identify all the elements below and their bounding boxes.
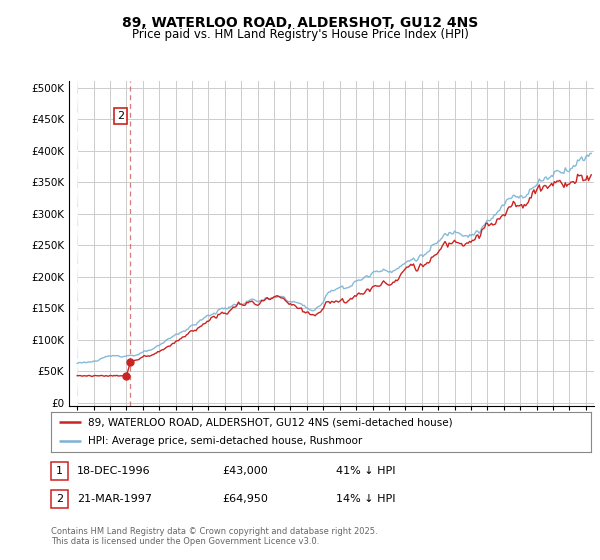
Text: 41% ↓ HPI: 41% ↓ HPI [336,466,395,476]
Text: Price paid vs. HM Land Registry's House Price Index (HPI): Price paid vs. HM Land Registry's House … [131,28,469,41]
Text: HPI: Average price, semi-detached house, Rushmoor: HPI: Average price, semi-detached house,… [88,436,362,446]
Text: 2: 2 [56,494,63,504]
Text: Contains HM Land Registry data © Crown copyright and database right 2025.
This d: Contains HM Land Registry data © Crown c… [51,526,377,546]
Text: £43,000: £43,000 [222,466,268,476]
Text: 1: 1 [56,466,63,476]
Text: 18-DEC-1996: 18-DEC-1996 [77,466,151,476]
Text: 2: 2 [116,111,124,121]
Text: 21-MAR-1997: 21-MAR-1997 [77,494,152,504]
Text: 89, WATERLOO ROAD, ALDERSHOT, GU12 4NS (semi-detached house): 89, WATERLOO ROAD, ALDERSHOT, GU12 4NS (… [88,417,452,427]
Text: 89, WATERLOO ROAD, ALDERSHOT, GU12 4NS: 89, WATERLOO ROAD, ALDERSHOT, GU12 4NS [122,16,478,30]
Text: £64,950: £64,950 [222,494,268,504]
Text: 14% ↓ HPI: 14% ↓ HPI [336,494,395,504]
Bar [69,81,77,406]
